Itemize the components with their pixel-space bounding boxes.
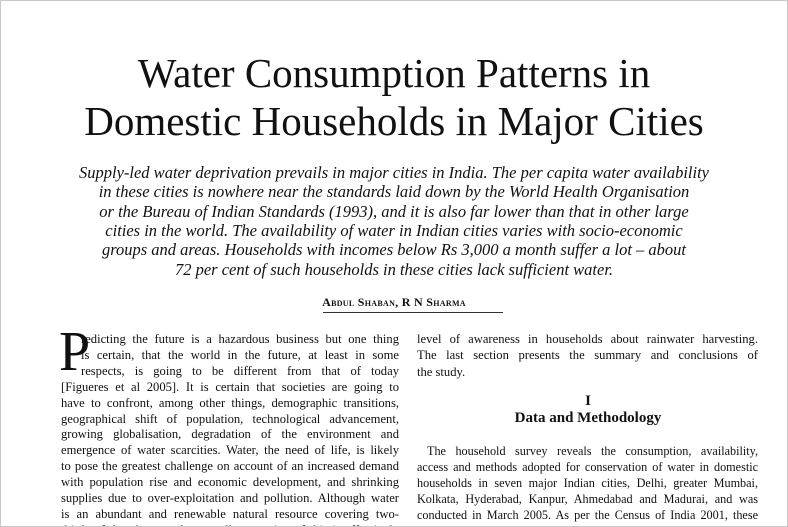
body-line: emergence of water scarcities. Water, th… <box>61 443 399 458</box>
body-line: is an abundant and renewable natural res… <box>61 506 399 521</box>
body-line: cities except Madurai (Municipal Corpora… <box>417 523 758 526</box>
body-line: Kolkata, Hyderabad, Kanpur, Ahmedabad an… <box>417 492 758 506</box>
title-line: Water Consumption Patterns in <box>137 50 651 96</box>
body-line: thirds of the planet, only a small propo… <box>61 522 399 526</box>
authors: Abdul Shaban, R N Sharma <box>322 295 466 309</box>
body-line: the study. <box>417 364 466 379</box>
body-line: The last section presents the summary an… <box>417 348 758 363</box>
section-number: I <box>585 393 591 409</box>
body-line: is certain, that the world in the future… <box>81 347 399 362</box>
author-rule <box>323 312 503 313</box>
body-line: supplies due to over-exploitation and po… <box>61 491 399 505</box>
body-line: respects, is going to be different from … <box>81 363 399 378</box>
body-line: geographical shift of population, techno… <box>61 411 399 426</box>
body-line: The household survey reveals the consump… <box>427 444 758 458</box>
body-line: with population rise and economic develo… <box>61 475 399 490</box>
title-line: Domestic Households in Major Cities <box>84 98 704 144</box>
abstract-line: groups and areas. Households with income… <box>101 240 687 260</box>
drop-cap: P <box>59 321 91 383</box>
abstract-line: cities in the world. The availability of… <box>105 220 683 240</box>
body-line: to pose the greatest challenge on accoun… <box>61 459 399 474</box>
body-line: growing globalisation, degradation of th… <box>61 427 399 442</box>
body-line: have to confront, among other things, de… <box>61 395 399 410</box>
body-line: [Figueres et al 2005]. It is certain tha… <box>61 379 399 394</box>
body-line: redicting the future is a hazardous busi… <box>81 332 399 346</box>
body-line: households in seven major Indian cities,… <box>417 476 758 490</box>
abstract-line: Supply-led water deprivation prevails in… <box>79 163 709 182</box>
body-line: access and methods adopted for conservat… <box>417 460 758 474</box>
body-line: conducted in March 2005. As per the Cens… <box>417 508 758 522</box>
abstract-line: 72 per cent of such households in these … <box>174 259 614 279</box>
abstract-line: in these cities is nowhere near the stan… <box>98 182 690 202</box>
section-title: Data and Methodology <box>514 410 662 426</box>
body-line: level of awareness in households about r… <box>417 332 758 346</box>
abstract-line: or the Bureau of Indian Standards (1993)… <box>99 201 689 221</box>
page-number: 27 <box>743 523 756 526</box>
